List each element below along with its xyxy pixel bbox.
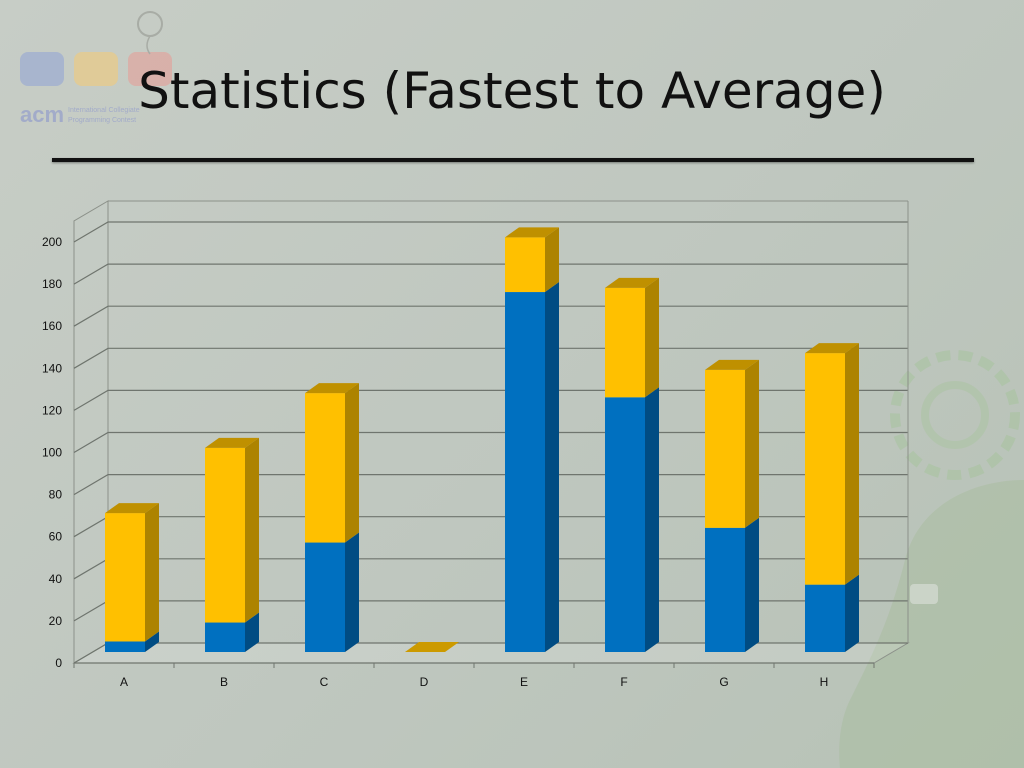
y-tick-label: 200 [42,235,62,249]
chart-side-wall [73,200,109,664]
gridline [73,221,908,243]
bar-top-E [505,227,559,238]
y-tick-label: 140 [42,361,62,375]
bar-top-C [305,383,359,394]
logo-blue-tile [20,52,64,86]
gridline [73,389,908,411]
y-tick-label: 20 [49,614,63,628]
x-tick-label: A [120,675,128,689]
x-tick-label: E [520,675,528,689]
gridline [73,558,908,580]
bar-top-A [105,503,159,514]
bar-segment-F-1 [605,387,659,652]
y-tick-label: 160 [42,319,62,333]
title-divider [52,158,974,162]
stacked-bar-chart: 0 20 40 60 80 100 120 140 160 180 200 A B C D E F G H [42,200,910,689]
x-tick-label: G [719,675,728,689]
x-tick-label: B [220,675,228,689]
slide-title: Statistics (Fastest to Average) [138,62,886,120]
bar-segment-C-2 [305,383,359,543]
y-tick-label: 0 [55,656,62,670]
bar-segment-F-2 [605,277,659,398]
gridline [73,347,908,369]
bar-segment-G-2 [705,359,759,528]
logo-red-tile [128,52,172,86]
acm-icpc-logo: acm International Collegiate Programming… [20,11,172,127]
decorative-head-silhouette [839,350,1024,768]
logo-yellow-tile [74,52,118,86]
y-tick-label: 40 [49,572,63,586]
bar-segment-A-2 [105,503,159,642]
x-tick-label: H [820,675,829,689]
gridline [73,305,908,327]
bar-segment-H-2 [805,343,859,585]
y-tick-label: 80 [49,488,63,502]
x-tick-label: F [620,675,627,689]
gridline [73,431,908,454]
bar-segment-E-2 [505,227,559,293]
y-tick-label: 180 [42,277,62,291]
bar-segment-B-2 [205,437,259,623]
logo-balloon-icon [137,11,163,37]
bar-top-F [605,277,659,288]
bar-segment-C-1 [305,532,359,652]
y-tick-label: 60 [49,530,63,544]
logo-brand-text: acm [20,102,64,127]
gridline [73,516,908,538]
bar-segment-B-1 [205,612,259,652]
x-tick-label: D [420,675,429,689]
gridline [73,600,908,622]
chart-floor [72,642,910,664]
gridline [73,474,908,496]
logo-subtext-1: International Collegiate [68,107,140,114]
bar-top-G [705,359,759,370]
bar-top-B [205,437,259,448]
bar-top-D [405,642,459,652]
bar-segment-A-1 [105,631,159,652]
y-tick-label: 120 [42,403,62,417]
bar-segment-H-1 [805,574,859,652]
x-tick-label: C [320,675,329,689]
bar-segment-G-1 [705,517,759,652]
y-tick-label: 100 [42,446,62,460]
logo-subtext-2: Programming Contest [68,117,136,124]
bar-segment-E-1 [505,282,559,652]
gridline [73,263,908,285]
bar-top-H [805,343,859,354]
